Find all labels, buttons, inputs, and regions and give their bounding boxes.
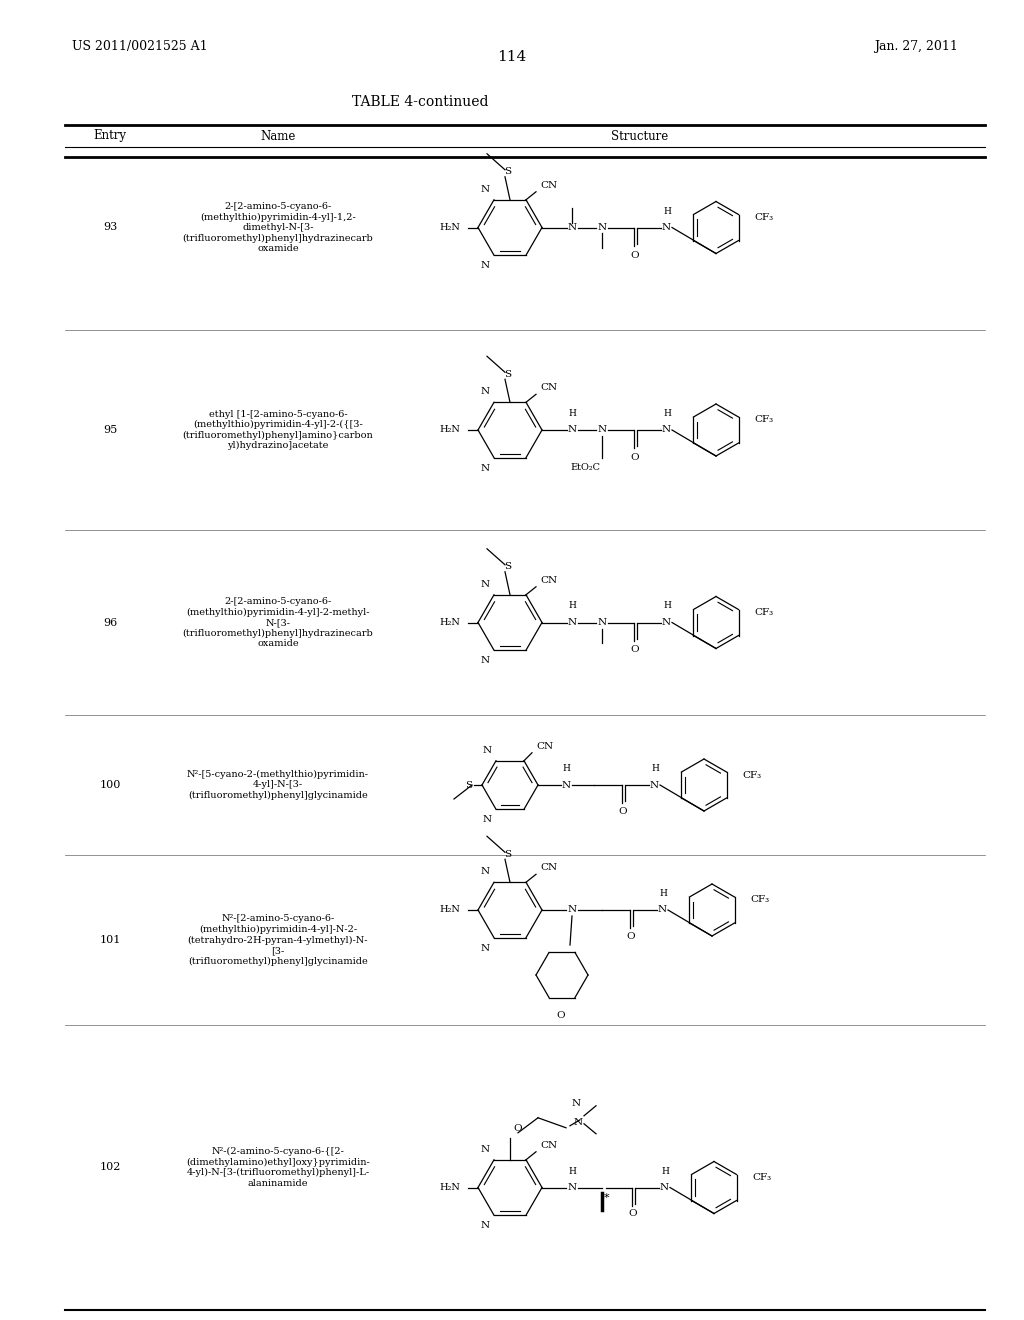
Text: CN: CN	[536, 742, 553, 751]
Text: N: N	[481, 656, 490, 665]
Text: O: O	[631, 645, 639, 655]
Text: CF₃: CF₃	[754, 609, 773, 616]
Text: N: N	[561, 780, 570, 789]
Text: N: N	[659, 1183, 669, 1192]
Text: N: N	[481, 1221, 490, 1230]
Text: Jan. 27, 2011: Jan. 27, 2011	[874, 40, 958, 53]
Text: CN: CN	[540, 1140, 557, 1150]
Text: O: O	[631, 453, 639, 462]
Text: US 2011/0021525 A1: US 2011/0021525 A1	[72, 40, 208, 53]
Text: TABLE 4-continued: TABLE 4-continued	[352, 95, 488, 110]
Text: N: N	[597, 223, 606, 232]
Text: N: N	[567, 223, 577, 232]
Text: CF₃: CF₃	[754, 416, 773, 425]
Text: N: N	[567, 1183, 577, 1192]
Text: CF₃: CF₃	[742, 771, 761, 780]
Text: EtO₂C: EtO₂C	[570, 463, 600, 473]
Text: N: N	[657, 906, 667, 915]
Text: N²-(2-amino-5-cyano-6-{[2-
(dimethylamino)ethyl]oxy}pyrimidin-
4-yl)-N-[3-(trifl: N²-(2-amino-5-cyano-6-{[2- (dimethylamin…	[186, 1147, 370, 1188]
Text: CN: CN	[540, 383, 557, 392]
Text: S: S	[465, 780, 472, 789]
Text: H: H	[651, 764, 658, 774]
Text: N: N	[481, 579, 490, 589]
Text: H: H	[568, 1167, 575, 1176]
Text: N: N	[662, 618, 671, 627]
Text: 102: 102	[99, 1163, 121, 1172]
Text: 2-[2-amino-5-cyano-6-
(methylthio)pyrimidin-4-yl]-1,2-
dimethyl-N-[3-
(trifluoro: 2-[2-amino-5-cyano-6- (methylthio)pyrimi…	[182, 202, 374, 253]
Text: N²-[2-amino-5-cyano-6-
(methylthio)pyrimidin-4-yl]-N-2-
(tetrahydro-2H-pyran-4-y: N²-[2-amino-5-cyano-6- (methylthio)pyrim…	[187, 915, 369, 965]
Text: O: O	[618, 807, 628, 816]
Text: H: H	[659, 888, 667, 898]
Text: N: N	[567, 906, 577, 915]
Text: H: H	[568, 602, 575, 610]
Text: S: S	[505, 168, 512, 177]
Text: Structure: Structure	[611, 129, 669, 143]
Text: H: H	[662, 1167, 669, 1176]
Text: H₂N: H₂N	[439, 1183, 460, 1192]
Text: CF₃: CF₃	[750, 895, 769, 904]
Text: N: N	[481, 261, 490, 271]
Text: H₂N: H₂N	[439, 906, 460, 915]
Text: CF₃: CF₃	[754, 213, 773, 222]
Text: N: N	[483, 746, 492, 755]
Text: N: N	[481, 387, 490, 396]
Text: H₂N: H₂N	[439, 425, 460, 434]
Text: N: N	[481, 463, 490, 473]
Text: 101: 101	[99, 935, 121, 945]
Text: S: S	[505, 562, 512, 572]
Text: N: N	[567, 425, 577, 434]
Text: N: N	[481, 185, 490, 194]
Text: H₂N: H₂N	[439, 223, 460, 232]
Text: CN: CN	[540, 181, 557, 190]
Text: H: H	[562, 764, 570, 774]
Text: N: N	[649, 780, 658, 789]
Text: O: O	[513, 1123, 521, 1133]
Text: N: N	[481, 1144, 490, 1154]
Text: O: O	[627, 932, 635, 941]
Text: 100: 100	[99, 780, 121, 789]
Text: 2-[2-amino-5-cyano-6-
(methylthio)pyrimidin-4-yl]-2-methyl-
N-[3-
(trifluorometh: 2-[2-amino-5-cyano-6- (methylthio)pyrimi…	[182, 597, 374, 648]
Text: H: H	[664, 409, 671, 418]
Text: H: H	[664, 206, 671, 215]
Text: S: S	[505, 850, 512, 859]
Text: CN: CN	[540, 863, 557, 873]
Text: N: N	[574, 1118, 583, 1127]
Text: H₂N: H₂N	[439, 618, 460, 627]
Text: O: O	[556, 1011, 565, 1020]
Text: N: N	[567, 618, 577, 627]
Text: *: *	[604, 1192, 609, 1203]
Text: 95: 95	[102, 425, 117, 436]
Text: 96: 96	[102, 618, 117, 627]
Text: H: H	[568, 409, 575, 418]
Text: N: N	[481, 867, 490, 876]
Text: Entry: Entry	[93, 129, 127, 143]
Text: N: N	[481, 944, 490, 953]
Text: N: N	[483, 816, 492, 824]
Text: N: N	[597, 425, 606, 434]
Text: N: N	[662, 223, 671, 232]
Text: ethyl [1-[2-amino-5-cyano-6-
(methylthio)pyrimidin-4-yl]-2-({[3-
(trifluoromethy: ethyl [1-[2-amino-5-cyano-6- (methylthio…	[182, 409, 374, 450]
Text: CN: CN	[540, 576, 557, 585]
Text: Name: Name	[260, 129, 296, 143]
Text: N: N	[597, 618, 606, 627]
Text: N: N	[662, 425, 671, 434]
Text: O: O	[631, 251, 639, 260]
Text: 114: 114	[498, 50, 526, 63]
Text: S: S	[505, 370, 512, 379]
Text: N²-[5-cyano-2-(methylthio)pyrimidin-
4-yl]-N-[3-
(trifluoromethyl)phenyl]glycina: N²-[5-cyano-2-(methylthio)pyrimidin- 4-y…	[187, 770, 369, 800]
Text: H: H	[664, 602, 671, 610]
Text: 93: 93	[102, 223, 117, 232]
Text: N: N	[572, 1098, 582, 1107]
Text: CF₃: CF₃	[752, 1173, 771, 1181]
Text: O: O	[629, 1209, 637, 1218]
